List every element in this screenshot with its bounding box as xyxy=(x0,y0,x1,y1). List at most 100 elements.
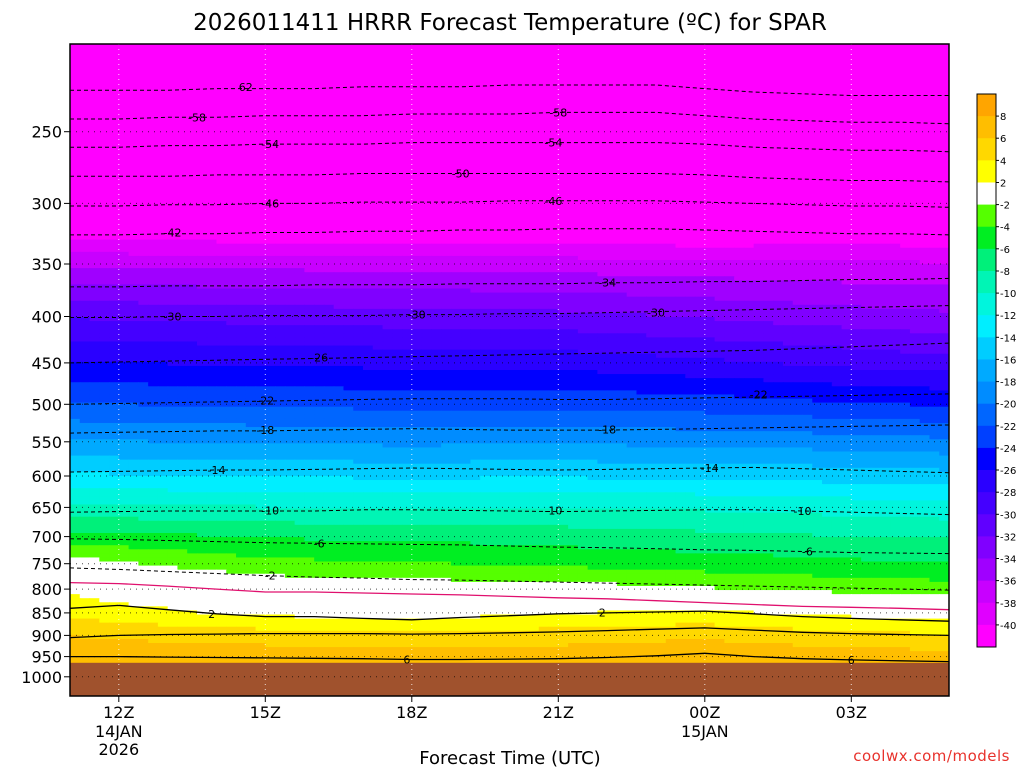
temp-cell xyxy=(79,227,91,233)
temp-cell xyxy=(675,255,686,261)
temp-cell xyxy=(792,162,804,167)
temp-cell xyxy=(646,96,657,102)
temp-cell xyxy=(909,255,921,261)
temp-cell xyxy=(402,125,413,131)
temp-cell xyxy=(363,96,374,102)
temp-cell xyxy=(831,129,843,135)
temp-cell xyxy=(392,48,403,53)
temp-cell xyxy=(880,113,891,118)
temp-cell xyxy=(753,109,765,114)
temp-cell xyxy=(343,44,354,49)
temp-cell xyxy=(372,227,384,233)
temp-cell xyxy=(675,121,686,127)
temp-cell xyxy=(236,125,247,131)
temp-cell xyxy=(196,109,208,114)
temp-cell xyxy=(499,215,511,220)
temp-cell xyxy=(392,76,403,82)
temp-cell xyxy=(851,264,862,269)
temp-cell xyxy=(499,48,511,53)
temp-cell xyxy=(382,133,393,139)
temp-cell xyxy=(441,125,452,131)
temp-cell xyxy=(695,158,706,163)
temp-cell xyxy=(734,133,745,139)
temp-cell xyxy=(870,239,882,245)
temp-cell xyxy=(441,56,452,61)
temp-cell xyxy=(70,255,81,261)
temp-cell xyxy=(734,251,745,257)
temp-cell xyxy=(206,219,218,224)
temp-cell xyxy=(665,215,677,220)
temp-cell xyxy=(616,76,628,82)
temp-cell xyxy=(577,72,589,78)
temp-cell xyxy=(861,158,872,163)
temp-cell xyxy=(89,247,100,253)
temp-cell xyxy=(343,202,354,208)
temp-cell xyxy=(138,219,149,224)
temp-cell xyxy=(284,255,296,261)
temp-cell xyxy=(275,166,286,171)
temp-cell xyxy=(597,235,608,241)
temp-cell xyxy=(626,162,638,167)
temp-cell xyxy=(939,113,949,118)
temp-cell xyxy=(919,264,931,269)
temp-cell xyxy=(411,231,423,237)
temp-cell xyxy=(861,145,872,151)
temp-cell xyxy=(529,141,540,147)
temp-cell xyxy=(265,154,276,159)
temp-cell xyxy=(861,186,872,192)
temp-cell xyxy=(128,239,139,245)
temp-cell xyxy=(841,251,852,257)
temp-cell xyxy=(372,68,384,74)
temp-cell xyxy=(343,64,354,70)
temp-cell xyxy=(206,48,218,53)
temp-cell xyxy=(616,227,628,233)
temp-cell xyxy=(509,239,520,245)
temp-cell xyxy=(411,198,423,204)
temp-cell xyxy=(333,80,345,86)
temp-cell xyxy=(704,149,716,155)
temp-cell xyxy=(275,80,286,86)
temp-cell xyxy=(626,76,638,82)
temp-cell xyxy=(900,198,911,204)
temp-cell xyxy=(607,174,618,180)
temp-cell xyxy=(753,207,765,212)
temp-cell xyxy=(402,60,413,65)
temp-cell xyxy=(675,174,686,180)
temp-cell xyxy=(314,113,325,118)
temp-cell xyxy=(782,105,794,110)
temp-cell xyxy=(196,154,208,159)
temp-cell xyxy=(421,247,432,253)
temp-cell xyxy=(880,137,891,143)
temp-cell xyxy=(353,170,364,175)
temp-cell xyxy=(548,243,559,249)
temp-cell xyxy=(128,198,139,204)
temp-cell xyxy=(314,247,325,253)
temp-cell xyxy=(558,255,569,261)
temp-cell xyxy=(753,68,765,74)
temp-cell xyxy=(509,60,520,65)
temp-cell xyxy=(822,113,833,118)
temp-cell xyxy=(236,202,247,208)
temp-cell xyxy=(431,211,442,216)
temp-cell xyxy=(333,158,345,163)
temp-cell xyxy=(704,158,716,163)
temp-cell xyxy=(177,137,188,143)
temp-cell xyxy=(743,223,755,228)
temp-cell xyxy=(685,170,696,175)
temp-cell xyxy=(900,255,911,261)
temp-cell xyxy=(782,68,794,74)
temp-cell xyxy=(167,154,179,159)
temp-cell xyxy=(333,60,345,65)
temp-cell xyxy=(704,231,716,237)
temp-cell xyxy=(236,223,247,228)
temp-cell xyxy=(812,133,823,139)
temp-cell xyxy=(265,84,276,90)
temp-cell xyxy=(382,64,393,70)
temp-cell xyxy=(773,215,784,220)
temp-cell xyxy=(392,227,403,233)
temp-cell xyxy=(275,158,286,163)
temp-cell xyxy=(704,186,716,192)
temp-cell xyxy=(70,121,81,127)
temp-cell xyxy=(304,92,315,98)
temp-cell xyxy=(548,84,559,90)
